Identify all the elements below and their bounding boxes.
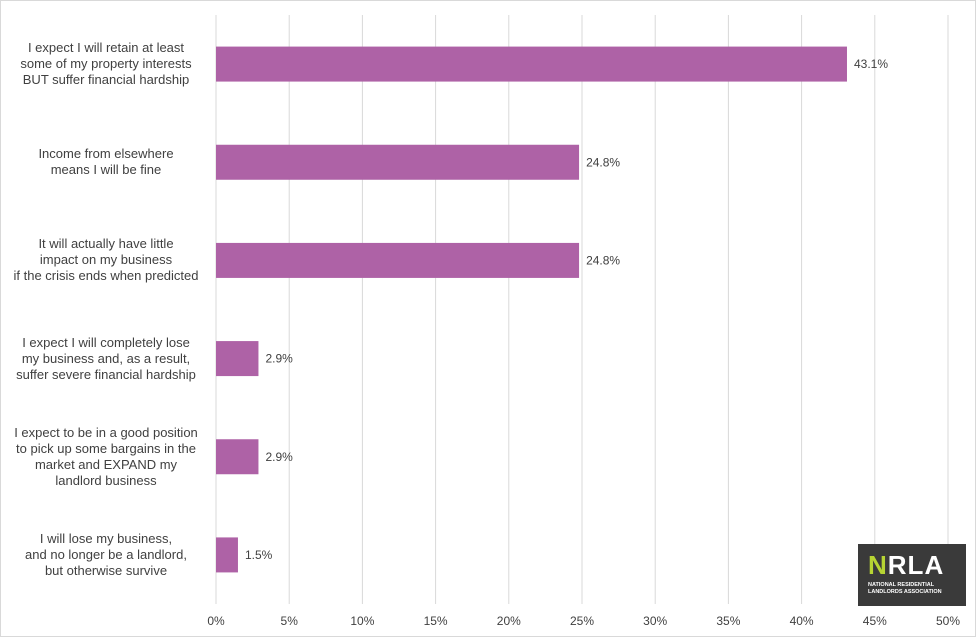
category-label-line: if the crisis ends when predicted xyxy=(13,268,199,284)
logo-mark-rest: RLA xyxy=(887,550,945,580)
bar xyxy=(216,439,259,475)
x-tick-label: 40% xyxy=(790,614,814,628)
category-label-line: means I will be fine xyxy=(50,162,162,178)
x-tick-label: 25% xyxy=(570,614,594,628)
category-label-line: to pick up some bargains in the xyxy=(16,440,196,456)
data-label: 2.9% xyxy=(265,352,293,366)
category-label-line: Income from elsewhere xyxy=(38,146,174,162)
category-label-line: I will lose my business, xyxy=(39,530,173,546)
nrla-logo: NRLA NATIONAL RESIDENTIAL LANDLORDS ASSO… xyxy=(858,544,966,606)
category-label-line: some of my property interests xyxy=(20,56,192,72)
bar xyxy=(216,46,847,82)
data-label: 2.9% xyxy=(265,450,293,464)
x-tick-label: 30% xyxy=(643,614,667,628)
logo-mark-n: N xyxy=(868,550,888,580)
category-label: Income from elsewhere means I will be fin… xyxy=(6,146,206,178)
x-tick-label: 5% xyxy=(281,614,299,628)
data-label: 1.5% xyxy=(245,548,273,562)
bar xyxy=(216,144,580,180)
category-label-line: I expect I will retain at least xyxy=(27,40,185,56)
data-label: 24.8% xyxy=(586,253,620,267)
category-label-line: suffer severe financial hardship xyxy=(16,366,196,382)
category-label: It will actually have little impact on my… xyxy=(6,236,206,284)
logo-mark: NRLA xyxy=(868,550,944,580)
category-label-line: landlord business xyxy=(55,472,157,488)
x-tick-label: 50% xyxy=(936,614,960,628)
bar xyxy=(216,341,259,377)
category-label-line: BUT suffer financial hardship xyxy=(22,72,190,88)
bar xyxy=(216,537,238,573)
bar xyxy=(216,242,580,278)
logo-subtitle: NATIONAL RESIDENTIAL LANDLORDS ASSOCIATI… xyxy=(868,582,942,595)
x-tick-label: 15% xyxy=(424,614,448,628)
category-label: I expect I will retain at least some of m… xyxy=(6,40,206,88)
category-label-line: impact on my business xyxy=(39,252,173,268)
category-label-line: and no longer be a landlord, xyxy=(25,546,187,562)
category-label-line: but otherwise survive xyxy=(44,562,168,578)
x-tick-label: 10% xyxy=(350,614,374,628)
x-tick-label: 45% xyxy=(863,614,887,628)
data-label: 43.1% xyxy=(854,57,888,71)
category-label-line: market and EXPAND my xyxy=(34,456,178,472)
x-tick-label: 20% xyxy=(497,614,521,628)
category-label-line: I expect to be in a good position xyxy=(14,424,198,440)
category-label-line: I expect I will completely lose xyxy=(22,334,190,350)
data-label: 24.8% xyxy=(586,155,620,169)
category-label: I expect I will completely lose my busine… xyxy=(6,335,206,383)
x-tick-label: 0% xyxy=(207,614,225,628)
category-label-line: my business and, as a result, xyxy=(21,350,191,366)
category-label-line: It will actually have little xyxy=(38,236,174,252)
x-tick-label: 35% xyxy=(716,614,740,628)
category-label: I will lose my business, and no longer be… xyxy=(6,531,206,579)
category-label: I expect to be in a good position to pick… xyxy=(6,425,206,489)
